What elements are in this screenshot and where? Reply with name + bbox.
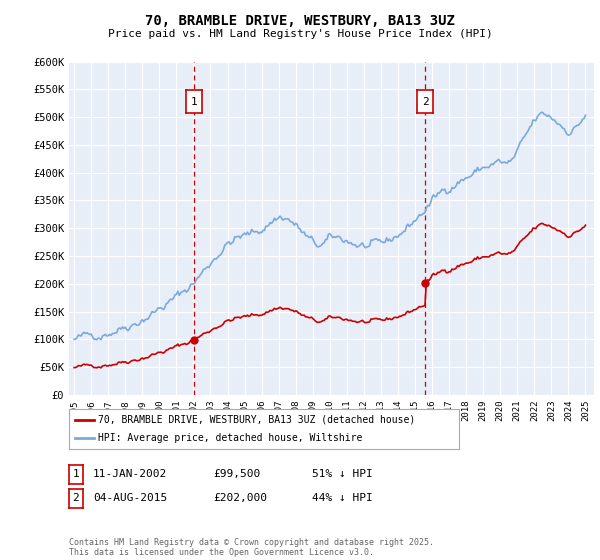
Text: 44% ↓ HPI: 44% ↓ HPI (312, 493, 373, 503)
Text: 51% ↓ HPI: 51% ↓ HPI (312, 469, 373, 479)
Text: 11-JAN-2002: 11-JAN-2002 (93, 469, 167, 479)
Text: 1: 1 (191, 96, 197, 106)
Text: HPI: Average price, detached house, Wiltshire: HPI: Average price, detached house, Wilt… (98, 433, 362, 443)
Text: 04-AUG-2015: 04-AUG-2015 (93, 493, 167, 503)
Text: Contains HM Land Registry data © Crown copyright and database right 2025.
This d: Contains HM Land Registry data © Crown c… (69, 538, 434, 557)
Text: 2: 2 (422, 96, 428, 106)
Text: £99,500: £99,500 (213, 469, 260, 479)
Text: 1: 1 (73, 469, 79, 479)
Text: Price paid vs. HM Land Registry's House Price Index (HPI): Price paid vs. HM Land Registry's House … (107, 29, 493, 39)
Text: 70, BRAMBLE DRIVE, WESTBURY, BA13 3UZ: 70, BRAMBLE DRIVE, WESTBURY, BA13 3UZ (145, 14, 455, 28)
Text: £202,000: £202,000 (213, 493, 267, 503)
Text: 2: 2 (73, 493, 79, 503)
Text: 70, BRAMBLE DRIVE, WESTBURY, BA13 3UZ (detached house): 70, BRAMBLE DRIVE, WESTBURY, BA13 3UZ (d… (98, 415, 415, 424)
